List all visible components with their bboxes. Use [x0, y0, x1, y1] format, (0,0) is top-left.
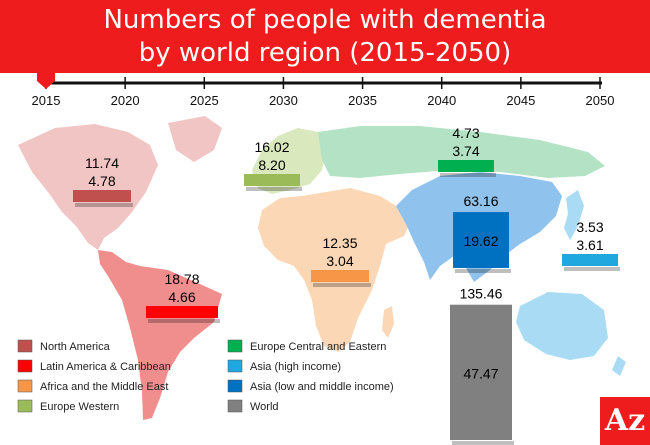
bar-shadow-europe-western: [246, 187, 302, 191]
value-label-2050-africa-and-the-middle-east: 12.35: [322, 235, 357, 251]
map-latin-america: [98, 250, 222, 420]
bar-shadow-asia-low-and-middle-income: [455, 269, 511, 273]
map-europe-central-eastern: [318, 126, 605, 178]
map-madagascar: [382, 306, 394, 338]
value-label-2050-latin-america-caribbean: 18.78: [164, 271, 199, 287]
timeline-labels: 2015 2020 2025 2030 2035 2040 2045 2050: [32, 93, 615, 108]
timeline-label-2030: 2030: [269, 93, 298, 108]
timeline-label-2015: 2015: [32, 93, 61, 108]
value-label-2015-asia-low-and-middle-income: 19.62: [463, 233, 498, 249]
bar-shadow-north-america: [75, 203, 133, 207]
bar-shadow-latin-america-caribbean: [148, 319, 220, 323]
map-oceania: [516, 292, 608, 360]
value-label-2050-asia-low-and-middle-income: 63.16: [463, 193, 498, 209]
legend-swatch-world: [227, 399, 243, 413]
value-label-2015-africa-and-the-middle-east: 3.04: [326, 253, 353, 269]
map-north-america: [18, 124, 158, 250]
bar-shadow-africa-and-the-middle-east: [313, 283, 371, 287]
legend-swatch-africa-and-the-middle-east: [17, 379, 33, 393]
value-label-2050-europe-central-and-eastern: 4.73: [452, 125, 479, 141]
legend-swatch-europe-central-and-eastern: [227, 339, 243, 353]
chart-title: Numbers of people with dementia by world…: [0, 4, 650, 70]
bar-europe-central-and-eastern: [438, 160, 494, 172]
value-label-2015-europe-western: 8.20: [258, 157, 285, 173]
bar-shadow-europe-central-and-eastern: [440, 173, 496, 177]
value-label-2015-north-america: 4.78: [88, 173, 115, 189]
title-line-1: Numbers of people with dementia: [103, 5, 547, 35]
world-map: [18, 116, 626, 420]
legend-label-asia-low-and-middle-income: Asia (low and middle income): [250, 381, 394, 393]
timeline-label-2045: 2045: [506, 93, 535, 108]
timeline-ticks: [45, 77, 601, 89]
bar-latin-america-caribbean: [146, 306, 218, 318]
region-value-labels: 11.74 4.78 18.78 4.66 12.35 3.04 16.02 8.20 4.73…: [85, 125, 604, 381]
bar-world: [450, 304, 512, 440]
timeline-label-2035: 2035: [348, 93, 377, 108]
bar-asia-high-income: [562, 254, 618, 266]
legend: North America Latin America & Caribbean Af…: [17, 339, 394, 413]
bar-shadow-asia-high-income: [564, 267, 620, 271]
legend-swatch-latin-america-caribbean: [17, 359, 33, 373]
value-label-2050-world: 135.46: [460, 286, 503, 302]
value-label-2015-asia-high-income: 3.61: [576, 237, 603, 253]
value-label-2050-asia-high-income: 3.53: [576, 219, 603, 235]
legend-label-latin-america-caribbean: Latin America & Caribbean: [40, 361, 171, 373]
bar-asia-low-and-middle-income: [453, 212, 509, 268]
legend-swatch-asia-high-income: [227, 359, 243, 373]
bar-north-america: [73, 190, 131, 202]
legend-label-africa-and-the-middle-east: Africa and the Middle East: [40, 381, 168, 393]
title-banner: [0, 0, 650, 73]
timeline-label-2050: 2050: [586, 93, 615, 108]
value-label-2050-north-america: 11.74: [85, 155, 119, 171]
bar-africa-and-the-middle-east: [311, 270, 369, 282]
map-asia-high-income: [564, 190, 584, 240]
title-line-2: by world region (2015-2050): [138, 38, 512, 68]
region-bars: [73, 160, 620, 445]
timeline-label-2040: 2040: [427, 93, 456, 108]
legend-swatch-europe-western: [17, 399, 33, 413]
bar-shadow-world: [452, 441, 514, 445]
legend-label-world: World: [250, 401, 279, 413]
value-label-2050-europe-western: 16.02: [254, 139, 289, 155]
legend-label-europe-central-and-eastern: Europe Central and Eastern: [250, 341, 386, 353]
value-label-2015-europe-central-and-eastern: 3.74: [452, 143, 479, 159]
legend-label-asia-high-income: Asia (high income): [250, 361, 341, 373]
timeline: 2015 2020 2025 2030 2035 2040 2045 2050: [32, 69, 615, 108]
legend-swatch-north-america: [17, 339, 33, 353]
legend-swatch-asia-low-and-middle-income: [227, 379, 243, 393]
legend-label-europe-western: Europe Western: [40, 401, 119, 413]
timeline-label-2020: 2020: [111, 93, 140, 108]
map-new-zealand: [612, 356, 626, 376]
timeline-label-2025: 2025: [190, 93, 219, 108]
map-greenland: [168, 116, 222, 162]
bar-europe-western: [244, 174, 300, 186]
value-label-2015-world: 47.47: [463, 365, 498, 381]
timeline-current-marker[interactable]: [37, 69, 55, 89]
value-label-2015-latin-america-caribbean: 4.66: [168, 289, 195, 305]
az-logo: Az: [600, 397, 650, 445]
legend-label-north-america: North America: [40, 341, 111, 353]
